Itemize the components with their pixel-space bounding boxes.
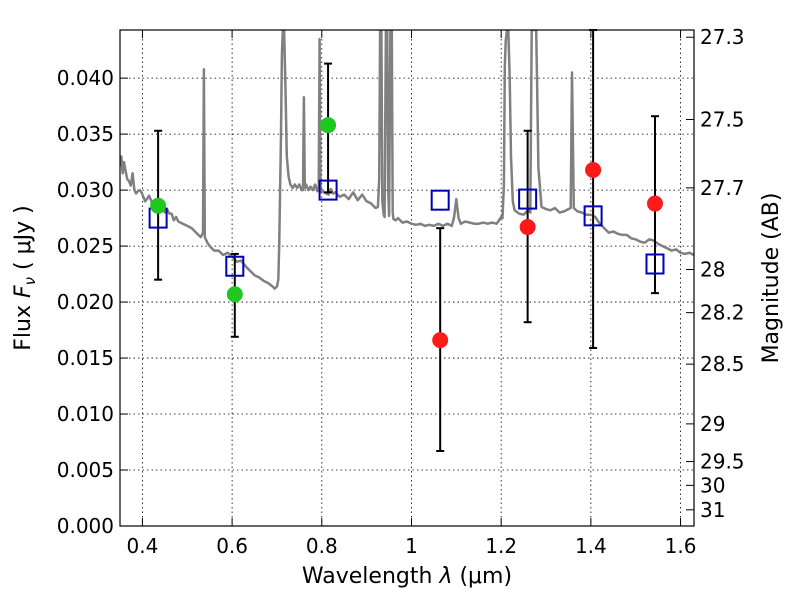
y-tick-label: 0.015	[57, 346, 114, 370]
right-tick-label: 29	[700, 412, 725, 436]
right-tick-label: 28.5	[700, 352, 745, 376]
y-tick-label: 0.030	[57, 178, 114, 202]
right-tick-label: 30	[700, 473, 725, 497]
observed-point	[585, 161, 602, 178]
x-tick-label: 1.6	[665, 534, 697, 558]
right-tick-label: 27.5	[700, 107, 745, 131]
observed-point	[226, 286, 243, 303]
model-spectrum-line	[120, 30, 694, 290]
observed-point	[320, 117, 337, 134]
y-tick-label: 0.020	[57, 290, 114, 314]
y-tick-label: 0.035	[57, 122, 114, 146]
model-square-point	[518, 188, 538, 210]
right-tick-label: 28	[700, 257, 725, 281]
right-tick-label: 27.3	[700, 25, 745, 49]
model-square-point	[430, 189, 450, 211]
observed-point	[646, 195, 663, 212]
observed-point	[432, 332, 449, 349]
plot-frame	[119, 29, 695, 527]
x-tick-label: 1.2	[485, 534, 517, 558]
y-tick-label: 0.040	[57, 66, 114, 90]
right-tick-label: 31	[700, 498, 725, 522]
right-tick-label: 28.2	[700, 301, 745, 325]
observed-point	[150, 197, 167, 214]
model-square-point	[318, 179, 338, 201]
model-square-point	[645, 253, 665, 275]
right-axis-label: Magnitude (AB)	[759, 193, 784, 364]
x-tick-label: 0.6	[216, 534, 248, 558]
model-square-point	[583, 205, 603, 227]
y-tick-label: 0.025	[57, 234, 114, 258]
model-square-point	[225, 255, 245, 277]
x-axis-label: Wavelength λ (μm)	[302, 564, 512, 589]
plot-area	[120, 30, 694, 290]
axes: 0.4 0.6 0.8 1 1.2 1.4 1.6 0.000 0.005 0.010 0.015 0…	[57, 25, 745, 558]
y-tick-label: 0.000	[57, 514, 114, 538]
right-tick-label: 29.5	[700, 450, 745, 474]
markers	[148, 29, 665, 452]
right-tick-label: 27.7	[700, 176, 745, 200]
x-tick-label: 1.4	[575, 534, 607, 558]
y-axis-label: Flux Fν ( μJy )	[11, 205, 39, 350]
y-tick-label: 0.010	[57, 402, 114, 426]
observed-point	[519, 219, 536, 236]
x-tick-label: 0.8	[306, 534, 338, 558]
x-tick-label: 0.4	[127, 534, 159, 558]
x-tick-label: 1	[405, 534, 418, 558]
y-tick-label: 0.005	[57, 458, 114, 482]
